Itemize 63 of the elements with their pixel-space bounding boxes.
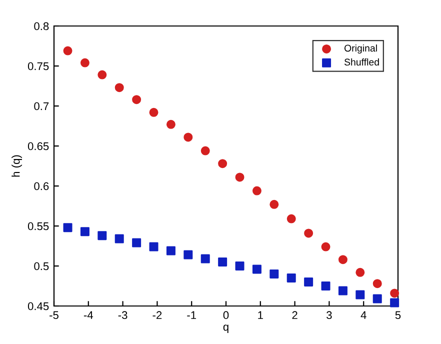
y-tick-label: 0.5 [34, 262, 49, 270]
point [270, 270, 279, 278]
point [80, 227, 90, 236]
x-tick-label: 0 [223, 311, 229, 320]
point [252, 264, 262, 274]
y-tick-label: 0.55 [28, 222, 49, 230]
x-tick-label: 1 [258, 311, 263, 319]
point [200, 254, 210, 264]
y-tick-label: 0.65 [28, 142, 49, 150]
point [63, 223, 72, 232]
point [338, 255, 348, 264]
point [218, 258, 228, 266]
point [286, 274, 296, 282]
point [166, 120, 176, 129]
x-tick-label: -1 [187, 311, 196, 319]
x-tick-label: 4 [360, 311, 366, 319]
y-tick-label: 0.45 [28, 302, 49, 310]
legend-label: Original [344, 44, 377, 54]
x-tick-label: 5 [395, 311, 401, 320]
point [235, 262, 244, 270]
point [372, 279, 382, 288]
point [304, 228, 314, 238]
y-axis-title: h (q) [12, 155, 22, 177]
x-tick-label: -2 [152, 311, 162, 319]
point [132, 238, 142, 248]
x-tick-label: -3 [118, 311, 128, 320]
point [338, 286, 348, 296]
point [98, 231, 107, 240]
point [98, 70, 107, 80]
point [356, 268, 365, 277]
x-axis-title: q [223, 324, 228, 333]
y-tick-label: 0.6 [34, 182, 49, 190]
point [80, 58, 90, 68]
point [184, 250, 193, 260]
point [149, 242, 158, 252]
point [304, 278, 314, 286]
point [149, 108, 158, 117]
point [235, 172, 244, 182]
point [321, 282, 330, 290]
point [390, 288, 400, 298]
point [218, 159, 228, 168]
x-tick-label: -5 [50, 311, 58, 320]
x-tick-label: 3 [326, 311, 332, 320]
point [132, 95, 142, 104]
legend-label: Shuffled [344, 58, 379, 66]
point [252, 186, 262, 196]
point [114, 83, 124, 92]
point [390, 298, 400, 308]
point [286, 214, 296, 224]
point [184, 132, 193, 142]
x-tick-label: 2 [292, 311, 298, 319]
y-tick-label: 0.7 [34, 102, 49, 110]
y-tick-label: 0.8 [34, 22, 49, 30]
point [270, 200, 279, 209]
point [166, 246, 176, 256]
y-tick-label: 0.75 [28, 62, 49, 70]
point [321, 242, 330, 252]
x-tick-label: -4 [84, 311, 94, 319]
point [372, 294, 382, 304]
point [356, 290, 365, 300]
point [63, 46, 72, 56]
point [200, 146, 210, 156]
point [114, 234, 124, 244]
